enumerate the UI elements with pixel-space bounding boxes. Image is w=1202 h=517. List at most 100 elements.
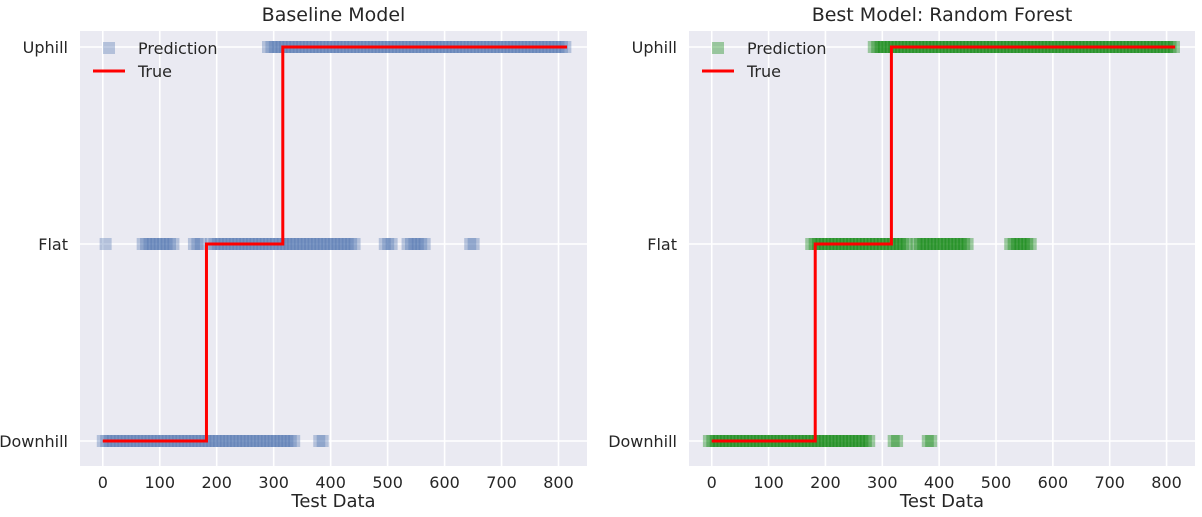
prediction-marker: [890, 238, 903, 250]
plot-area: [689, 31, 1195, 466]
true-step-line: [102, 45, 568, 443]
prediction-marker: [930, 238, 943, 250]
prediction-marker: [206, 435, 219, 447]
prediction-marker: [859, 435, 872, 447]
prediction-marker: [304, 238, 317, 250]
x-tick-label: 400: [315, 473, 346, 492]
prediction-marker: [96, 435, 109, 447]
prediction-marker: [887, 435, 900, 447]
prediction-marker: [934, 238, 947, 250]
prediction-marker: [310, 238, 323, 250]
prediction-marker: [150, 238, 163, 250]
prediction-marker: [243, 435, 256, 447]
prediction-marker: [321, 238, 334, 250]
x-tick-label: 0: [98, 473, 108, 492]
prediction-marker: [284, 435, 297, 447]
x-tick-label: 300: [258, 473, 289, 492]
prediction-marker: [283, 238, 296, 250]
prediction-marker: [157, 238, 170, 250]
prediction-marker: [818, 435, 831, 447]
prediction-marker: [702, 435, 715, 447]
x-tick-label: 100: [753, 473, 784, 492]
prediction-marker: [382, 238, 395, 250]
prediction-marker: [937, 238, 950, 250]
legend-prediction-label: Prediction: [747, 39, 826, 58]
prediction-marker: [947, 238, 960, 250]
prediction-marker: [260, 435, 273, 447]
prediction-marker: [233, 435, 246, 447]
prediction-marker: [1017, 238, 1030, 250]
prediction-marker: [348, 238, 361, 250]
legend: Prediction True: [93, 39, 217, 81]
prediction-marker: [230, 435, 243, 447]
prediction-marker: [961, 238, 974, 250]
x-tick-label: 700: [1094, 473, 1125, 492]
prediction-marker: [1021, 238, 1034, 250]
prediction-marker: [378, 238, 391, 250]
prediction-marker: [164, 238, 177, 250]
y-tick-label: Flat: [38, 235, 68, 254]
prediction-marker: [274, 435, 287, 447]
prediction-marker: [404, 238, 417, 250]
prediction-marker: [415, 238, 428, 250]
prediction-marker: [927, 238, 940, 250]
y-tick-label: Downhill: [0, 432, 68, 451]
x-tick-label: 0: [707, 473, 717, 492]
prediction-marker: [316, 435, 329, 447]
legend-prediction-label: Prediction: [138, 39, 217, 58]
prediction-marker: [254, 435, 267, 447]
prediction-marker: [891, 435, 904, 447]
prediction-marker: [334, 238, 347, 250]
prediction-marker: [324, 238, 337, 250]
prediction-marker: [209, 435, 222, 447]
legend: Prediction True: [702, 39, 826, 81]
prediction-marker: [328, 238, 341, 250]
prediction-marker: [261, 41, 274, 53]
prediction-marker: [293, 238, 306, 250]
prediction-marker: [867, 41, 880, 53]
prediction-marker: [1011, 238, 1024, 250]
prediction-marker: [281, 435, 294, 447]
prediction-marker: [878, 41, 891, 53]
prediction-marker: [408, 238, 421, 250]
x-tick-label: 600: [429, 473, 460, 492]
prediction-marker: [822, 435, 835, 447]
prediction-marker: [297, 238, 310, 250]
prediction-marker: [917, 238, 930, 250]
prediction-marker: [99, 238, 112, 250]
prediction-marker: [852, 435, 865, 447]
prediction-marker: [1004, 238, 1017, 250]
chart-title: Baseline Model: [262, 4, 406, 26]
prediction-marker: [924, 238, 937, 250]
x-tick-label: 100: [144, 473, 175, 492]
prediction-marker: [194, 238, 207, 250]
plot-area: [80, 31, 587, 466]
prediction-marker: [317, 238, 330, 250]
prediction-marker: [307, 238, 320, 250]
prediction-marker: [160, 238, 173, 250]
prediction-marker: [910, 238, 923, 250]
legend-prediction-marker: [103, 42, 115, 54]
prediction-marker: [815, 435, 828, 447]
prediction-marker: [835, 435, 848, 447]
prediction-marker: [1024, 238, 1037, 250]
prediction-marker: [290, 238, 303, 250]
prediction-marker: [288, 435, 301, 447]
prediction-marker: [944, 238, 957, 250]
prediction-marker: [467, 238, 480, 250]
prediction-marker: [825, 435, 838, 447]
legend-true-label: True: [746, 62, 781, 81]
prediction-marker: [951, 238, 964, 250]
prediction-marker: [271, 435, 284, 447]
prediction-marker: [941, 238, 954, 250]
y-tick-label: Uphill: [632, 38, 677, 57]
prediction-marker: [345, 238, 358, 250]
legend-true-label: True: [137, 62, 172, 81]
prediction-marker: [913, 238, 926, 250]
prediction-marker: [874, 41, 887, 53]
prediction-marker: [287, 238, 300, 250]
prediction-marker: [839, 435, 852, 447]
prediction-marker: [191, 238, 204, 250]
prediction-marker: [272, 41, 285, 53]
y-tick-label: Downhill: [608, 432, 677, 451]
